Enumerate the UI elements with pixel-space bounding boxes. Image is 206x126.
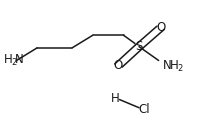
Text: Cl: Cl [138,103,150,116]
Text: 2: 2 [11,58,16,67]
Text: H: H [111,92,120,105]
Text: O: O [156,21,165,34]
Text: 2: 2 [178,64,183,73]
Text: H: H [4,53,13,66]
Text: H: H [170,59,179,72]
Text: N: N [15,53,23,66]
Text: N: N [163,59,171,72]
Text: O: O [114,59,123,72]
Text: S: S [135,40,143,53]
